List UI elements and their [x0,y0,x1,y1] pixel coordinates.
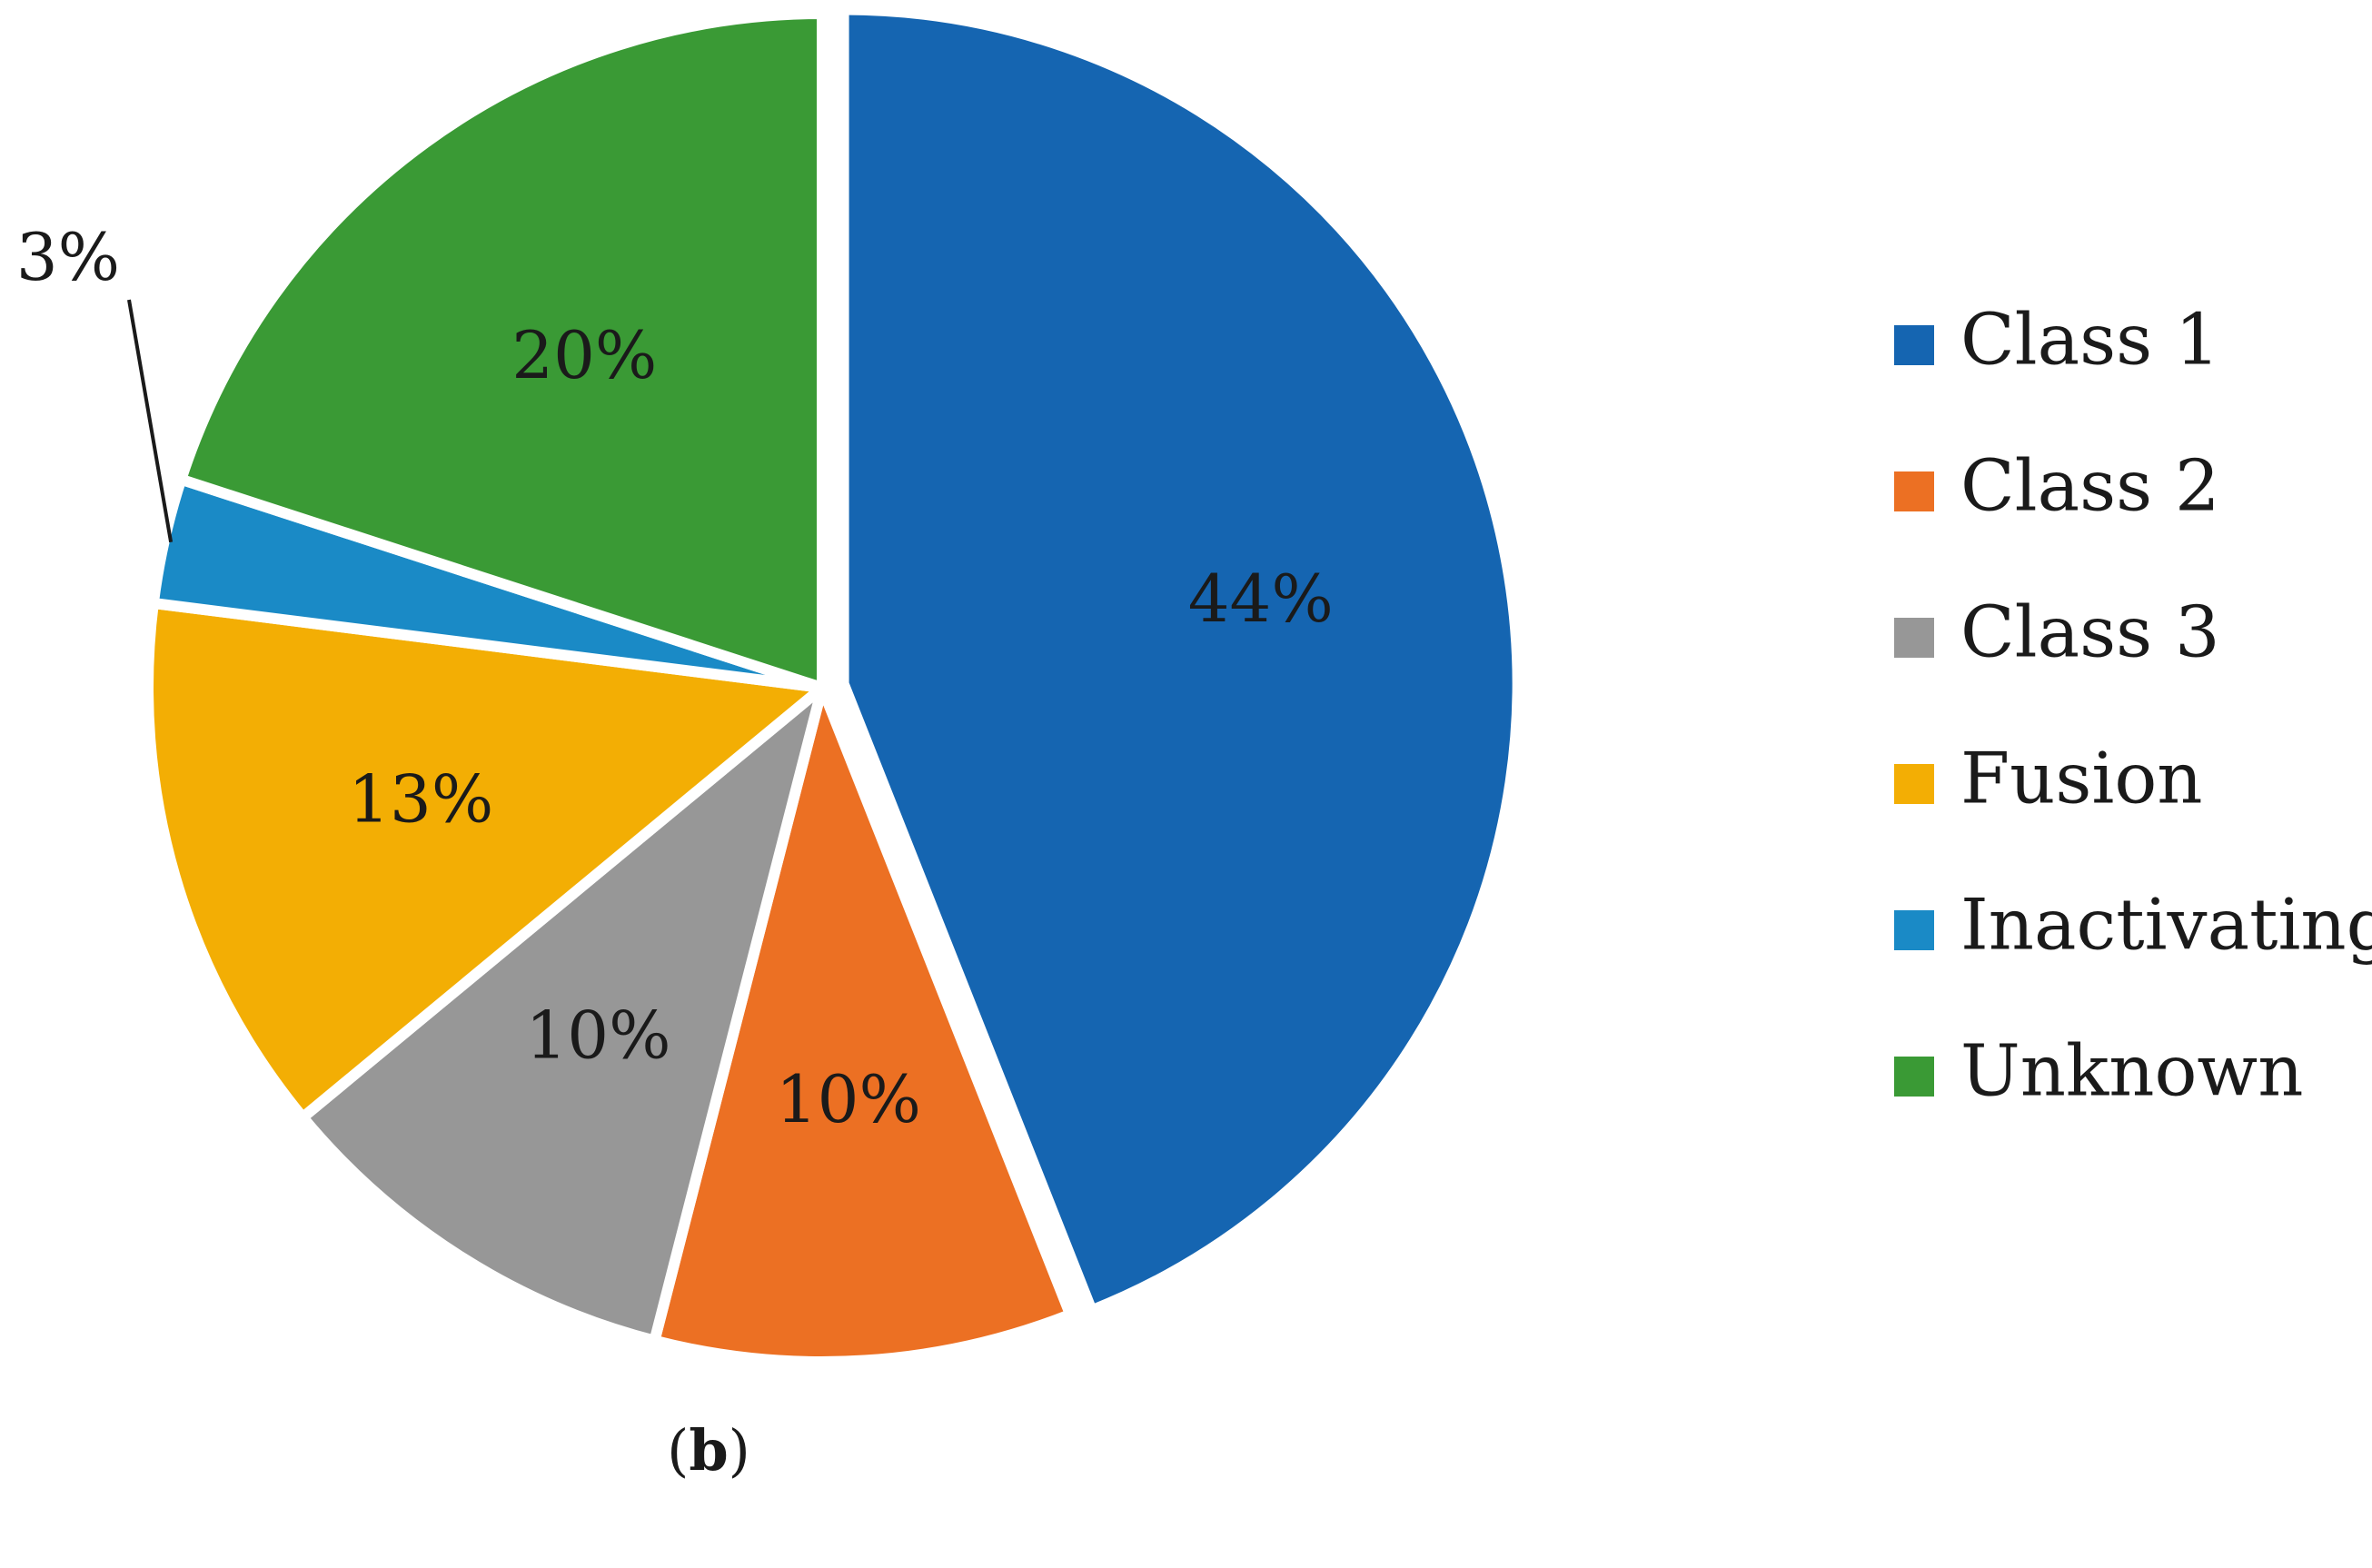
pie-slice-unknown [174,7,828,696]
legend-label-fusion: Fusion [1960,739,2203,820]
pie-slice-fusion [143,597,836,1126]
legend: Class 1 Class 2 Class 3 Fusion Inactivating U… [1894,300,2372,1113]
pie-slices [143,4,1523,1367]
pie-label-class-1: 44% [1188,561,1334,637]
pie-label-unknown: 20% [511,317,657,393]
caption-letter: b [689,1417,729,1484]
pie-label-class-2: 10% [776,1061,921,1137]
pie-label-fusion: 13% [348,760,493,837]
legend-label-inactivating: Inactivating [1960,885,2372,967]
pie-slice-class-1 [838,4,1523,1318]
pie-slice-labels: 44% 10% 10% 13% 3% 20% [16,219,1334,1137]
pie-slice-class-3 [294,672,832,1347]
pie-leader-line [127,299,174,543]
pie-label-class-3: 10% [525,997,670,1073]
caption-close: ) [728,1417,750,1484]
pie-label-inactivating: 3% [16,219,120,295]
pie-chart: 44% 10% 10% 13% 3% 20% Class 1 Class 2 Class 3 F… [15,4,2372,1367]
legend-swatch-unknown [1894,1057,1934,1097]
caption-open: ( [667,1417,690,1484]
legend-label-unknown: Unknown [1960,1031,2303,1113]
pie-slice-class-2 [648,670,1077,1367]
legend-label-class-3: Class 3 [1960,592,2220,674]
legend-label-class-1: Class 1 [1960,300,2220,382]
legend-swatch-class-1 [1894,325,1934,365]
legend-swatch-class-3 [1894,618,1934,658]
figure-caption: (b) [0,1417,1417,1484]
legend-swatch-inactivating [1894,910,1934,950]
legend-swatch-fusion [1894,764,1934,804]
legend-label-class-2: Class 2 [1960,446,2220,528]
legend-swatch-class-2 [1894,471,1934,511]
